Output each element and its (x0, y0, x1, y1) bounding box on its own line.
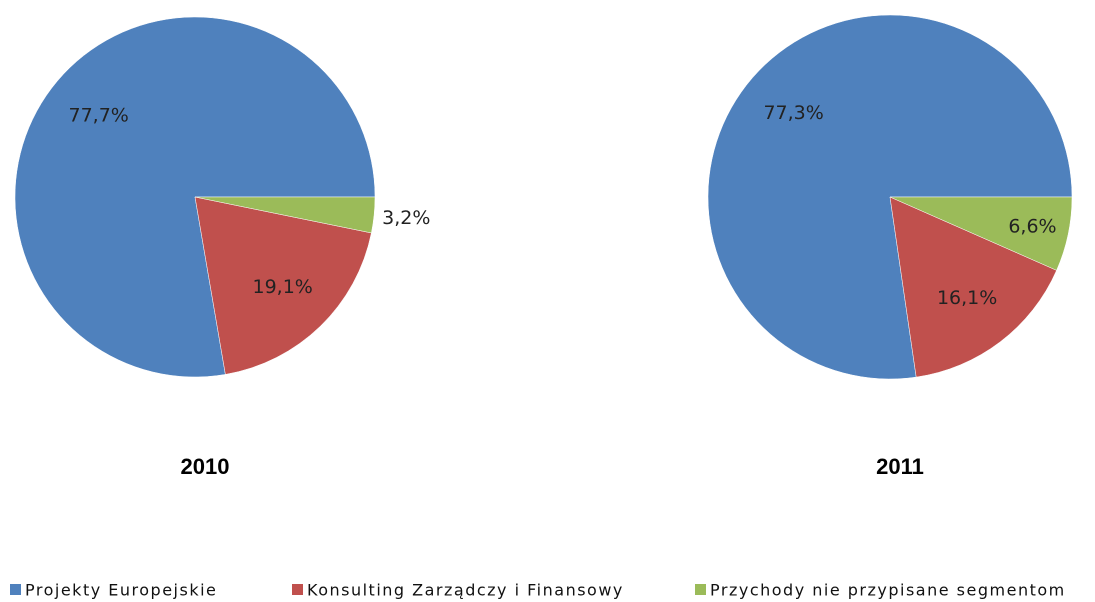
legend-label: Konsulting Zarządczy i Finansowy (307, 581, 624, 600)
value-label: 3,2% (382, 207, 430, 229)
legend-label: Przychody nie przypisane segmentom (710, 581, 1066, 600)
legend-swatch (10, 584, 21, 595)
pie-slice (889, 196, 1073, 271)
value-label: 77,7% (68, 104, 128, 126)
chart-title: 2011 (876, 454, 924, 479)
value-label: 77,3% (763, 102, 823, 124)
value-label: 19,1% (253, 276, 313, 298)
pie-slice (194, 196, 376, 234)
chart-title: 2010 (181, 454, 230, 479)
pie-slice (194, 196, 372, 375)
legend-swatch (292, 584, 303, 595)
legend-label: Projekty Europejskie (25, 581, 217, 600)
value-label: 6,6% (1008, 215, 1056, 237)
pie-slice (889, 196, 1057, 378)
value-label: 16,1% (937, 287, 997, 309)
pie-slice (14, 16, 376, 378)
legend-swatch (695, 584, 706, 595)
